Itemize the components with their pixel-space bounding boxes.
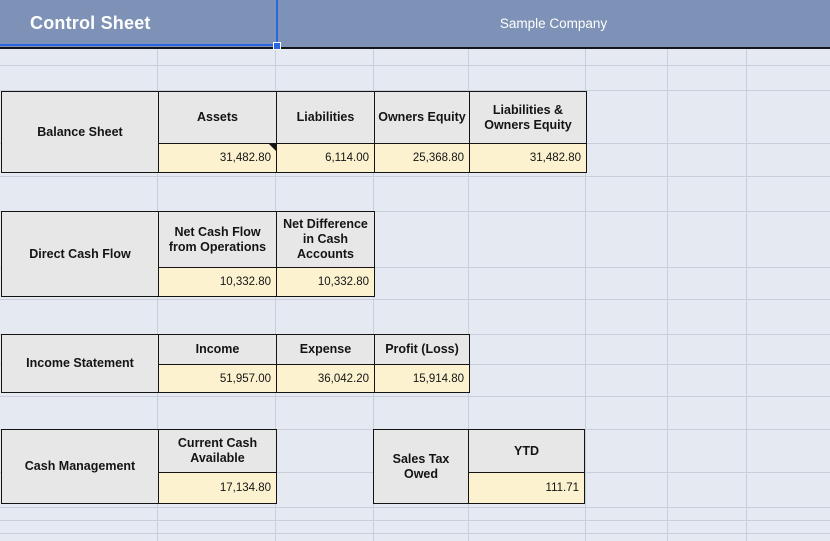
cell-assets-value[interactable]: 31,482.80 — [158, 143, 276, 172]
selection-border-right — [276, 0, 278, 45]
cell-liabilities-owners-equity-value[interactable]: 31,482.80 — [469, 143, 586, 172]
cell-owners-equity-value[interactable]: 25,368.80 — [374, 143, 469, 172]
direct-cash-flow-table: Direct Cash Flow Net Cash Flow from Oper… — [1, 211, 375, 297]
current-cash-value: 17,134.80 — [219, 482, 271, 494]
header-expense[interactable]: Expense — [276, 335, 374, 364]
gridline — [0, 299, 830, 300]
gridline — [0, 533, 830, 534]
selection-fill-handle[interactable] — [273, 42, 281, 50]
gridline — [0, 507, 830, 508]
cell-net-difference-value[interactable]: 10,332.80 — [276, 267, 374, 296]
comment-indicator — [269, 144, 276, 151]
cell-liabilities-value[interactable]: 6,114.00 — [276, 143, 374, 172]
gridline — [667, 49, 668, 541]
gridline — [0, 211, 830, 212]
assets-value: 31,482.80 — [219, 152, 271, 164]
income-statement-table: Income Statement Income Expense Profit (… — [1, 334, 470, 393]
cell-profit-loss-value[interactable]: 15,914.80 — [374, 364, 469, 392]
gridline — [468, 49, 469, 541]
header-net-difference-cash-accounts[interactable]: Net Difference in Cash Accounts — [276, 212, 374, 267]
header-liabilities[interactable]: Liabilities — [276, 92, 374, 143]
ytd-value: 111.71 — [545, 482, 579, 494]
direct-cash-flow-label[interactable]: Direct Cash Flow — [2, 212, 158, 296]
gridline — [0, 176, 830, 177]
liabilities-value: 6,114.00 — [325, 152, 369, 164]
gridline — [0, 65, 830, 66]
profit-loss-value: 15,914.80 — [412, 372, 464, 385]
gridline — [0, 90, 830, 91]
gridline — [746, 49, 747, 541]
company-name: Sample Company — [499, 16, 608, 31]
owners-equity-value: 25,368.80 — [412, 152, 464, 164]
balance-sheet-label[interactable]: Balance Sheet — [2, 92, 158, 172]
cash-management-label[interactable]: Cash Management — [2, 430, 158, 503]
header-ytd[interactable]: YTD — [468, 430, 584, 472]
sheet-title: Control Sheet — [30, 13, 151, 33]
net-cash-flow-value: 10,332.80 — [219, 276, 271, 288]
cell-current-cash-value[interactable]: 17,134.80 — [158, 472, 276, 503]
balance-sheet-table: Balance Sheet Assets Liabilities Owners … — [1, 91, 587, 173]
gridline — [0, 396, 830, 397]
selection-border-bottom — [0, 44, 273, 46]
liabilities-owners-equity-value: 31,482.80 — [529, 152, 581, 164]
sales-tax-owed-label[interactable]: Sales Tax Owed — [374, 430, 468, 503]
header-net-cash-flow-operations[interactable]: Net Cash Flow from Operations — [158, 212, 276, 267]
header-profit-loss[interactable]: Profit (Loss) — [374, 335, 469, 364]
header-income[interactable]: Income — [158, 335, 276, 364]
gridline — [585, 49, 586, 541]
title-bar: Control Sheet Sample Company — [0, 0, 830, 50]
income-statement-label[interactable]: Income Statement — [2, 335, 158, 392]
cell-ytd-value[interactable]: 111.71 — [468, 472, 584, 503]
cash-management-table: Cash Management Current Cash Available 1… — [1, 429, 277, 504]
cell-net-cash-flow-value[interactable]: 10,332.80 — [158, 267, 276, 296]
header-assets[interactable]: Assets — [158, 92, 276, 143]
cell-expense-value[interactable]: 36,042.20 — [276, 364, 374, 392]
net-difference-value: 10,332.80 — [317, 276, 369, 288]
gridline — [0, 267, 830, 268]
gridline — [0, 520, 830, 521]
income-value: 51,957.00 — [219, 372, 271, 385]
cell-income-value[interactable]: 51,957.00 — [158, 364, 276, 392]
header-current-cash-available[interactable]: Current Cash Available — [158, 430, 276, 472]
expense-value: 36,042.20 — [317, 372, 369, 385]
header-liabilities-owners-equity[interactable]: Liabilities & Owners Equity — [469, 92, 586, 143]
sales-tax-table: Sales Tax Owed YTD 111.71 — [373, 429, 585, 504]
header-owners-equity[interactable]: Owners Equity — [374, 92, 469, 143]
